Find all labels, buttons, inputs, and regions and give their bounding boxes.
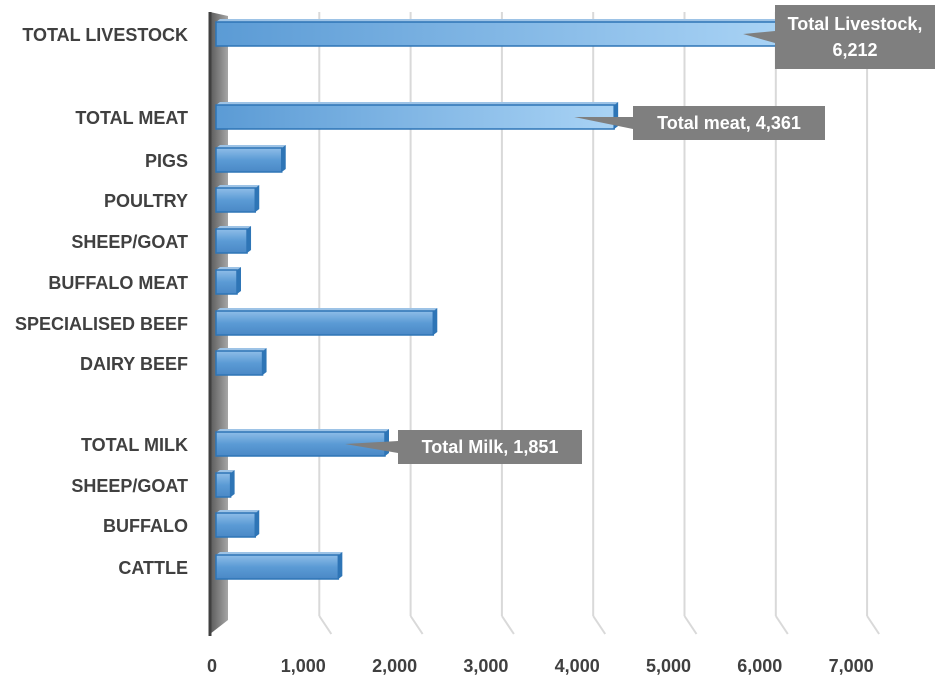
gridline-floor [592,615,607,635]
x-tick-label: 5,000 [646,656,691,676]
bar [215,348,267,376]
category-label: BUFFALO [103,516,188,536]
x-tick-label: 3,000 [463,656,508,676]
callout-pointer [743,31,775,43]
gridline-floor [409,615,424,635]
bar-front [215,472,232,498]
x-tick-label: 1,000 [281,656,326,676]
callout: Total Milk, 1,851 [344,430,582,464]
gridline-floor [318,615,333,635]
bar [215,308,438,336]
bar-front [215,147,283,173]
category-label: TOTAL MILK [81,435,188,455]
callout-pointer [574,117,633,129]
callouts: Total Livestock, 6,212 Total meat, 4,361 To… [344,5,935,464]
bar [215,19,788,47]
bar-end [281,145,286,172]
callout-box [398,430,582,464]
bar-front [215,269,238,295]
gridline-floor [774,615,789,635]
callout-label: Total Livestock, [788,14,923,34]
bar [215,267,241,295]
callout-label: Total Milk, 1,851 [422,437,559,457]
category-label: DAIRY BEEF [80,354,188,374]
bar [215,102,619,130]
x-tick-label: 4,000 [555,656,600,676]
category-label: TOTAL LIVESTOCK [22,25,188,45]
x-tick-label: 6,000 [737,656,782,676]
bar [215,226,252,254]
gridline-floor [866,615,880,635]
callout-box [633,106,825,140]
category-label: PIGS [145,151,188,171]
bar-front [215,350,264,376]
category-label: POULTRY [104,191,188,211]
bar [215,552,343,580]
bar-front [215,187,257,213]
callout: Total meat, 4,361 [574,106,825,140]
gridline-floor [683,615,698,635]
bar-front [215,512,257,538]
bar-end [247,226,252,253]
bar-front [215,228,248,254]
bar-front [215,21,784,47]
bar-end [255,185,260,212]
x-tick-label: 2,000 [372,656,417,676]
category-labels: TOTAL LIVESTOCK TOTAL MEAT PIGS POULTRY SHEE… [15,25,188,578]
x-tick-label: 0 [207,656,217,676]
callout-label: 6,212 [832,40,877,60]
bar-end [262,348,267,375]
gridline-floor [501,615,515,635]
bar-front [215,310,435,336]
callout-label: Total meat, 4,361 [657,113,801,133]
callout-box [775,5,935,69]
bar-front [215,554,340,580]
bar-end [230,470,235,497]
bar [215,145,286,173]
category-label: SPECIALISED BEEF [15,314,188,334]
category-label: SHEEP/GOAT [71,232,188,252]
bar-end [433,308,438,335]
bar [215,429,389,457]
bar-end [255,510,260,537]
category-label: TOTAL MEAT [75,108,188,128]
category-label: CATTLE [118,558,188,578]
callout-pointer [344,441,398,453]
bar [215,510,260,538]
x-tick-labels: 0 1,000 2,000 3,000 4,000 5,000 6,000 7,000 [207,656,874,676]
bar-end [338,552,343,579]
category-label: SHEEP/GOAT [71,476,188,496]
bar-end [236,267,241,294]
bar [215,470,235,498]
category-label: BUFFALO MEAT [48,273,188,293]
bar-front [215,104,615,130]
callout: Total Livestock, 6,212 [743,5,935,69]
bar [215,185,260,213]
x-tick-label: 7,000 [829,656,874,676]
